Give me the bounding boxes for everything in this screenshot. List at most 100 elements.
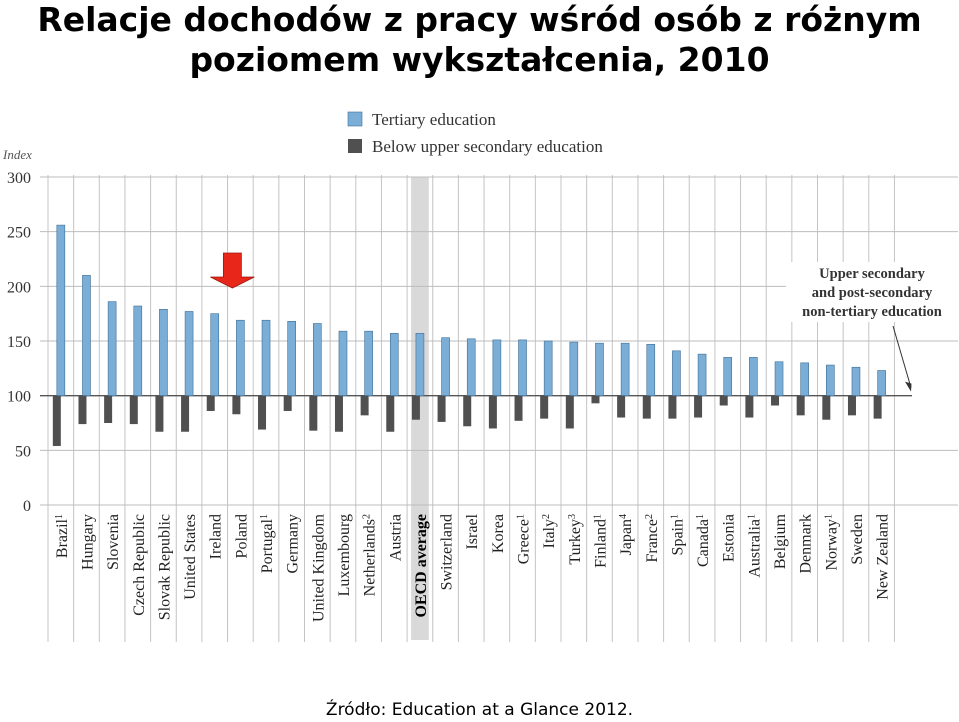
- bar-tertiary-brazil: [56, 224, 66, 396]
- x-tick-label-united-kingdom: United Kingdom: [310, 513, 327, 622]
- bar-tertiary-sweden: [851, 366, 861, 396]
- bar-tertiary-ireland: [210, 313, 220, 396]
- bar-below-upper-secondary-united-kingdom: [309, 395, 318, 431]
- highlight-arrow: [210, 252, 255, 289]
- bar-tertiary-united-states: [184, 311, 194, 396]
- x-tick-label-israel: Israel: [464, 513, 481, 549]
- x-tick-label-austria: Austria: [387, 514, 404, 561]
- legend-swatch-below-upper-secondary-education: [348, 139, 362, 153]
- bar-tertiary-italy: [543, 340, 553, 396]
- bar-below-upper-secondary-denmark: [796, 395, 805, 416]
- x-tick-label-turkey: Turkey3: [567, 514, 584, 565]
- bar-below-upper-secondary-united-states: [181, 395, 190, 432]
- annotation-background: [786, 262, 958, 322]
- bar-tertiary-israel: [466, 338, 476, 396]
- bar-tertiary-poland: [236, 319, 245, 396]
- bar-tertiary-france: [646, 343, 656, 396]
- bar-below-upper-secondary-austria: [386, 395, 395, 432]
- bar-tertiary-belgium: [774, 361, 784, 396]
- bar-tertiary-korea: [492, 339, 502, 396]
- y-tick-label-250: 250: [7, 225, 31, 242]
- source-line: Źródło: Education at a Glance 2012.: [325, 700, 634, 720]
- bar-tertiary-germany: [287, 321, 296, 396]
- y-tick-label-200: 200: [7, 279, 31, 296]
- bar-below-upper-secondary-spain: [668, 395, 677, 419]
- x-tick-label-brazil: Brazil1: [54, 514, 71, 558]
- bar-below-upper-secondary-norway: [822, 395, 831, 420]
- bar-tertiary-oecd-average: [415, 333, 425, 396]
- x-tick-label-norway: Norway1: [823, 514, 840, 571]
- bar-below-upper-secondary-greece: [514, 395, 523, 421]
- x-tick-label-estonia: Estonia: [721, 514, 738, 562]
- x-tick-label-japan: Japan4: [618, 514, 635, 555]
- x-tick-label-belgium: Belgium: [772, 513, 789, 569]
- bar-tertiary-norway: [826, 364, 835, 396]
- bar-below-upper-secondary-finland: [591, 395, 600, 404]
- y-tick-label-150: 150: [7, 334, 31, 351]
- chart-gridlines: [40, 175, 958, 642]
- bar-tertiary-japan: [620, 342, 630, 396]
- bar-below-upper-secondary-luxembourg: [334, 395, 343, 432]
- page-title-line-2: poziomem wykształcenia, 2010: [189, 40, 770, 79]
- bar-below-upper-secondary-oecd-average: [411, 395, 420, 420]
- bar-below-upper-secondary-australia: [745, 395, 754, 418]
- bar-below-upper-secondary-japan: [617, 395, 626, 418]
- bar-tertiary-estonia: [723, 357, 733, 396]
- bar-tertiary-greece: [518, 339, 527, 396]
- bar-below-upper-secondary-switzerland: [437, 395, 446, 422]
- bar-below-upper-secondary-czech-republic: [129, 395, 138, 425]
- y-tick-label-100: 100: [7, 389, 31, 406]
- bar-tertiary-turkey: [569, 341, 579, 396]
- bar-tertiary-canada: [697, 353, 707, 396]
- bar-tertiary-slovak-republic: [159, 308, 168, 396]
- annotation-arrow-shaft: [892, 325, 912, 388]
- bar-tertiary-denmark: [800, 362, 809, 396]
- y-tick-label-0: 0: [23, 498, 31, 515]
- bar-below-upper-secondary-poland: [232, 395, 241, 415]
- x-tick-label-portugal: Portugal1: [259, 514, 276, 573]
- bar-below-upper-secondary-estonia: [719, 395, 728, 406]
- x-tick-label-ireland: Ireland: [208, 514, 225, 559]
- x-tick-label-slovak-republic: Slovak Republic: [156, 514, 173, 620]
- bars: [52, 224, 886, 446]
- page-title: Relacje dochodów z pracy wśród osób z ró…: [0, 0, 959, 80]
- bar-below-upper-secondary-israel: [463, 395, 472, 427]
- bar-below-upper-secondary-brazil: [52, 395, 61, 446]
- bar-below-upper-secondary-korea: [488, 395, 497, 429]
- x-tick-label-switzerland: Switzerland: [439, 514, 456, 590]
- x-tick-label-sweden: Sweden: [849, 514, 866, 565]
- bar-below-upper-secondary-slovenia: [104, 395, 113, 423]
- bar-below-upper-secondary-france: [642, 395, 651, 419]
- legend-label-below-upper-secondary-education: Below upper secondary education: [372, 137, 603, 156]
- bar-tertiary-spain: [672, 350, 681, 396]
- x-tick-label-spain: Spain1: [669, 514, 686, 555]
- y-axis-label: Index: [2, 147, 32, 162]
- y-tick-label-50: 50: [15, 443, 31, 460]
- bar-tertiary-hungary: [82, 275, 91, 396]
- bar-tertiary-portugal: [261, 319, 271, 396]
- y-tick-label-300: 300: [7, 170, 31, 187]
- annotation-line-1: Upper secondary: [819, 266, 925, 282]
- bar-below-upper-secondary-belgium: [771, 395, 780, 406]
- x-tick-label-italy: Italy2: [541, 514, 558, 548]
- bar-tertiary-slovenia: [107, 301, 117, 396]
- highlight-arrow-poland: [210, 252, 255, 289]
- x-tick-label-hungary: Hungary: [79, 514, 96, 570]
- bar-below-upper-secondary-slovak-republic: [155, 395, 164, 432]
- x-tick-label-oecd-average: OECD average: [413, 514, 430, 618]
- bar-below-upper-secondary-new-zealand: [873, 395, 882, 419]
- x-axis-labels: Brazil1 Hungary Slovenia Czech Republic Slov…: [54, 513, 892, 622]
- annotation-line-3: non-tertiary education: [802, 304, 942, 320]
- x-tick-label-germany: Germany: [285, 514, 302, 574]
- x-tick-label-canada: Canada1: [695, 514, 712, 567]
- bar-tertiary-netherlands: [364, 330, 373, 396]
- bar-below-upper-secondary-sweden: [847, 395, 856, 416]
- annotation-line-2: and post-secondary: [812, 285, 933, 301]
- legend: Tertiary education Below upper secondary …: [347, 110, 603, 156]
- x-tick-label-denmark: Denmark: [798, 514, 815, 574]
- bar-tertiary-australia: [749, 357, 758, 396]
- bar-tertiary-finland: [595, 342, 604, 396]
- page-title-line-1: Relacje dochodów z pracy wśród osób z ró…: [37, 0, 922, 39]
- bar-tertiary-austria: [389, 333, 399, 396]
- bar-below-upper-secondary-canada: [694, 395, 703, 418]
